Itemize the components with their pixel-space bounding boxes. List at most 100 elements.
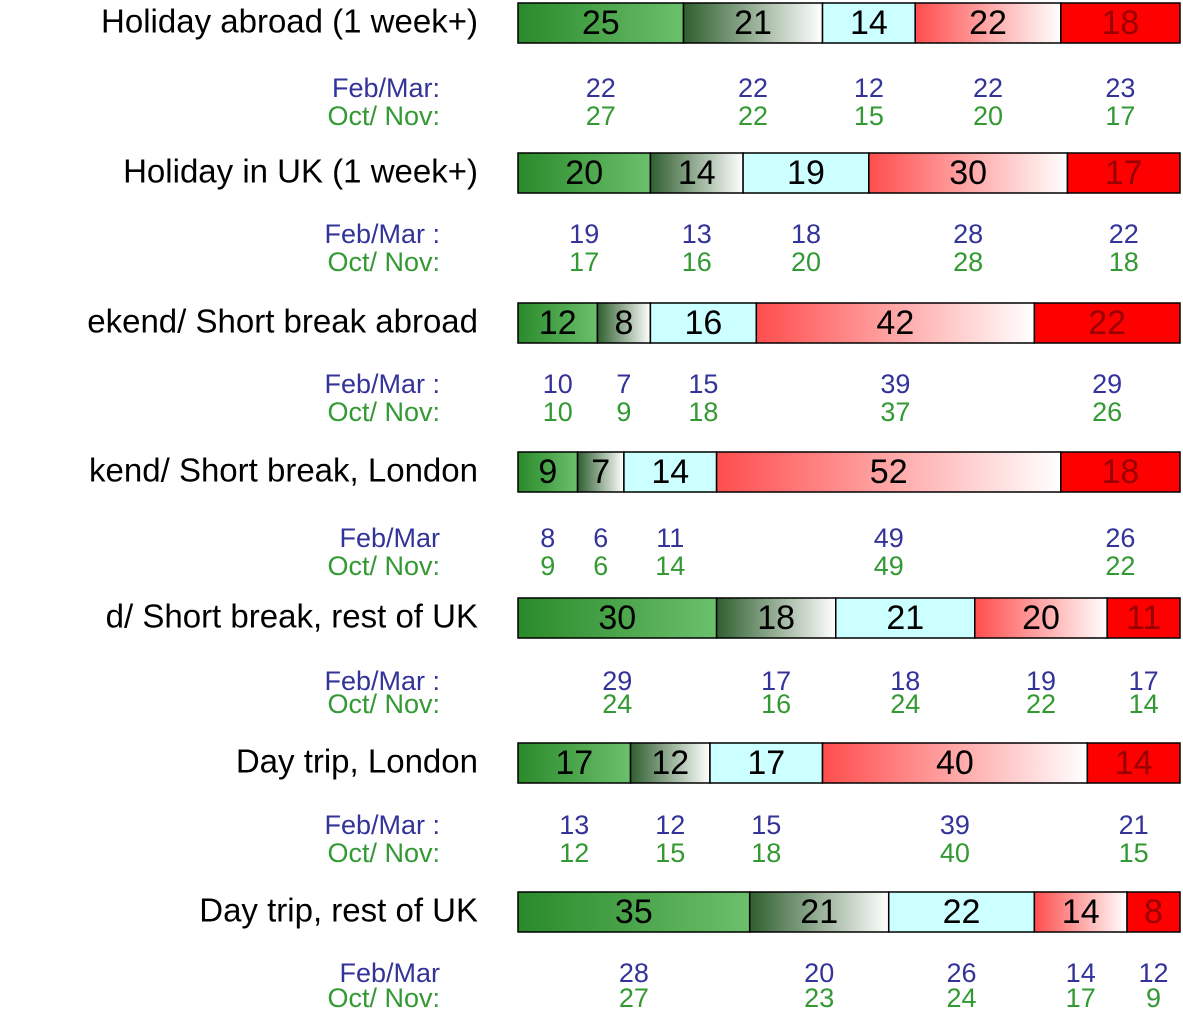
second-period-value: 27 [586,101,616,131]
bar-value-label: 19 [787,154,825,192]
first-period-value: 26 [1105,523,1135,553]
first-period-value: 11 [656,523,684,553]
first-period-value: 22 [973,73,1003,103]
first-period-value: 10 [543,369,573,399]
first-period-value: 17 [1129,666,1159,696]
bar-segment [649,152,744,194]
second-period-value: 22 [1105,551,1135,581]
bar-value-label: 17 [747,744,785,782]
second-period-value: 12 [559,838,589,868]
second-period-value: 23 [804,983,834,1013]
bar-value-label: 16 [684,304,722,342]
first-period-label: Feb/Mar [339,958,440,988]
second-period-value: 15 [854,101,884,131]
first-period-value: 20 [804,958,834,988]
first-period-value: 15 [688,369,718,399]
bar-value-label: 30 [949,154,987,192]
second-period-label: Oct/ Nov: [327,247,440,277]
first-period-value: 8 [540,523,555,553]
first-period-value: 6 [593,523,608,553]
first-period-value: 22 [738,73,768,103]
second-period-label: Oct/ Nov: [327,838,440,868]
category-label: Holiday abroad (1 week+) [101,3,478,40]
bar-value-label: 25 [582,4,620,42]
bar-value-label: 12 [539,304,577,342]
second-period-value: 14 [655,551,685,581]
category-label: Day trip, London [236,743,478,780]
second-period-label: Oct/ Nov: [327,101,440,131]
bar-segment [835,597,976,639]
second-period-value: 27 [619,983,649,1013]
bar-value-label: 14 [850,4,888,42]
bar-segment [623,451,718,493]
category-label: Day trip, rest of UK [199,892,478,929]
bar-value-label: 40 [936,744,974,782]
bar-segment [1060,451,1181,493]
second-period-value: 9 [616,397,631,427]
bar-value-label: 9 [538,453,557,491]
bar-segment [1060,2,1181,44]
bar-segment [821,742,1089,784]
first-period-label: Feb/Mar : [324,219,440,249]
first-period-value: 18 [890,666,920,696]
second-period-value: 18 [751,838,781,868]
bar-segment [1126,891,1181,933]
first-period-value: 19 [1026,666,1056,696]
first-period-value: 12 [854,73,884,103]
second-period-value: 17 [569,247,599,277]
bar-segment [715,597,837,639]
bar-value-label: 22 [969,4,1007,42]
bar-value-label: 17 [1105,154,1143,192]
bar-value-label: 17 [555,744,593,782]
bar-segment [742,152,870,194]
first-period-value: 22 [586,73,616,103]
first-period-value: 29 [1092,369,1122,399]
second-period-value: 24 [602,689,632,719]
bar-value-label: 11 [1126,599,1161,637]
bar-segment [1066,152,1181,194]
second-period-value: 20 [973,101,1003,131]
bar-value-label: 21 [886,599,924,637]
second-period-value: 17 [1105,101,1135,131]
bar-segment [517,597,718,639]
bar-value-label: 8 [1144,893,1163,931]
second-period-label: Oct/ Nov: [327,983,440,1013]
bar-value-label: 35 [615,893,653,931]
bar-value-label: 18 [1102,4,1140,42]
second-period-value: 18 [1109,247,1139,277]
second-period-value: 6 [593,551,608,581]
bar-value-label: 21 [800,893,838,931]
bar-segment [748,891,890,933]
second-period-value: 22 [738,101,768,131]
first-period-label: Feb/Mar : [324,666,440,696]
first-period-value: 13 [682,219,712,249]
first-period-label: Feb/Mar : [324,810,440,840]
bar-segment [868,152,1069,194]
second-period-value: 37 [880,397,910,427]
bar-value-label: 8 [614,304,633,342]
second-period-value: 40 [940,838,970,868]
bar-value-label: 14 [1062,893,1100,931]
bar-value-label: 12 [651,744,689,782]
bar-segment [682,2,824,44]
bar-value-label: 7 [591,453,610,491]
bar-segment [755,302,1036,344]
first-period-value: 13 [559,810,589,840]
bar-segment [1106,597,1181,639]
bar-value-label: 21 [734,4,772,42]
second-period-value: 9 [540,551,555,581]
first-period-value: 39 [940,810,970,840]
first-period-value: 18 [791,219,821,249]
second-period-value: 16 [682,247,712,277]
first-period-value: 12 [1138,958,1168,988]
bar-segment [517,742,632,784]
bar-value-label: 18 [757,599,795,637]
bar-value-label: 14 [651,453,689,491]
second-period-value: 16 [761,689,791,719]
bar-value-label: 20 [565,154,603,192]
second-period-value: 14 [1129,689,1159,719]
bar-segment [517,891,751,933]
first-period-value: 15 [751,810,781,840]
